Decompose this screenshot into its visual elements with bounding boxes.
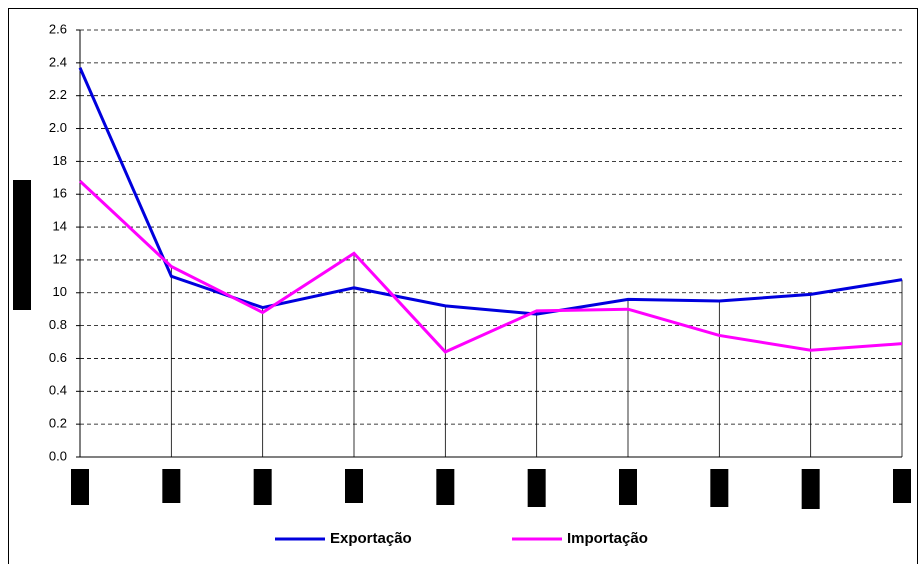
y-tick-label: 0.2 bbox=[49, 416, 67, 431]
y-tick-label: 14 bbox=[53, 219, 67, 234]
redacted-axis-title bbox=[13, 180, 31, 310]
y-tick-label: 10 bbox=[53, 284, 67, 299]
y-tick-label: 0.6 bbox=[49, 350, 67, 365]
redacted-category-label bbox=[71, 469, 89, 505]
redacted-category-label bbox=[710, 469, 729, 507]
y-tick-label: 18 bbox=[53, 153, 67, 168]
y-tick-label: 2.2 bbox=[49, 87, 67, 102]
redacted-category-label bbox=[436, 469, 455, 505]
redacted-category-label bbox=[162, 469, 181, 503]
redacted-category-label bbox=[527, 469, 546, 507]
redacted-category-label bbox=[345, 469, 363, 503]
y-tick-label: 16 bbox=[53, 186, 67, 201]
series-line bbox=[78, 67, 903, 316]
y-tick-label: 12 bbox=[53, 251, 67, 266]
y-tick-label: 2.6 bbox=[49, 21, 67, 36]
chart-border bbox=[8, 8, 918, 564]
redacted-category-label bbox=[893, 469, 911, 503]
redacted-category-label bbox=[801, 469, 820, 509]
legend-label: Importação bbox=[567, 530, 648, 547]
redacted-category-label bbox=[253, 469, 272, 505]
y-tick-label: 2.0 bbox=[49, 120, 67, 135]
redacted-category-label bbox=[619, 469, 637, 505]
legend-label: Exportação bbox=[330, 530, 412, 547]
y-tick-label: 2.4 bbox=[49, 54, 67, 69]
y-tick-label: 0.8 bbox=[49, 317, 67, 332]
y-tick-label: 0.4 bbox=[49, 383, 67, 398]
y-tick-label: 0.0 bbox=[49, 448, 67, 463]
series-line bbox=[78, 179, 903, 354]
